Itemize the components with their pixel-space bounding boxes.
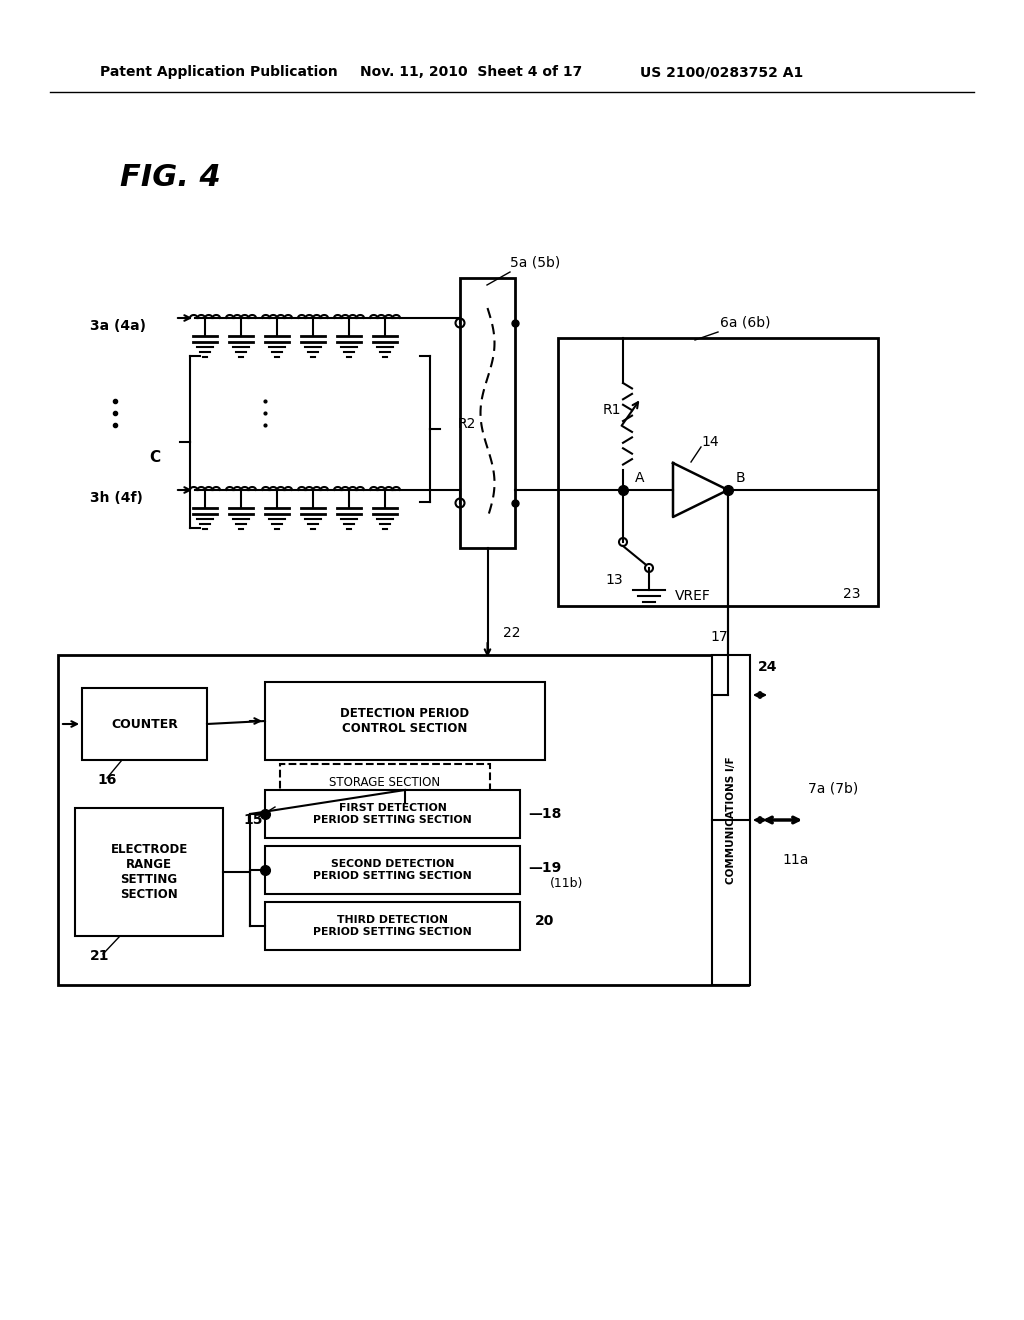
Text: FIG. 4: FIG. 4 bbox=[120, 164, 221, 193]
Text: COMMUNICATIONS I/F: COMMUNICATIONS I/F bbox=[726, 756, 736, 884]
Text: 23: 23 bbox=[843, 587, 860, 601]
Text: 20: 20 bbox=[535, 913, 554, 928]
Text: A: A bbox=[635, 471, 644, 484]
Text: (11b): (11b) bbox=[550, 878, 584, 891]
Text: Nov. 11, 2010  Sheet 4 of 17: Nov. 11, 2010 Sheet 4 of 17 bbox=[360, 65, 583, 79]
Bar bbox=[75, 808, 223, 936]
Text: 6a (6b): 6a (6b) bbox=[720, 315, 770, 329]
Bar bbox=[265, 902, 520, 950]
Text: FIRST DETECTION
PERIOD SETTING SECTION: FIRST DETECTION PERIOD SETTING SECTION bbox=[313, 803, 472, 825]
Text: 11a: 11a bbox=[782, 853, 808, 867]
Text: VREF: VREF bbox=[675, 589, 711, 603]
Text: 7a (7b): 7a (7b) bbox=[808, 781, 858, 795]
Bar bbox=[265, 682, 545, 760]
Text: 14: 14 bbox=[701, 436, 719, 449]
Text: 22: 22 bbox=[503, 626, 520, 640]
Bar bbox=[460, 279, 515, 548]
Bar bbox=[712, 655, 750, 985]
Bar bbox=[558, 338, 878, 606]
Text: 24: 24 bbox=[758, 660, 777, 675]
Text: —19: —19 bbox=[528, 861, 561, 875]
Bar bbox=[58, 655, 748, 985]
Text: 3h (4f): 3h (4f) bbox=[90, 491, 143, 506]
Bar bbox=[82, 688, 207, 760]
Bar bbox=[280, 764, 490, 803]
Text: THIRD DETECTION
PERIOD SETTING SECTION: THIRD DETECTION PERIOD SETTING SECTION bbox=[313, 915, 472, 937]
Text: 13: 13 bbox=[605, 573, 623, 587]
Text: R1: R1 bbox=[603, 403, 622, 417]
Text: R2: R2 bbox=[458, 417, 476, 432]
Bar bbox=[265, 789, 520, 838]
Text: ELECTRODE
RANGE
SETTING
SECTION: ELECTRODE RANGE SETTING SECTION bbox=[111, 843, 187, 902]
Text: 5a (5b): 5a (5b) bbox=[510, 255, 560, 269]
Bar bbox=[265, 846, 520, 894]
Text: 3a (4a): 3a (4a) bbox=[90, 319, 146, 333]
Text: COUNTER: COUNTER bbox=[111, 718, 178, 730]
Text: Patent Application Publication: Patent Application Publication bbox=[100, 65, 338, 79]
Text: B: B bbox=[736, 471, 745, 484]
Text: STORAGE SECTION: STORAGE SECTION bbox=[330, 776, 440, 789]
Text: C: C bbox=[150, 450, 161, 465]
Text: SECOND DETECTION
PERIOD SETTING SECTION: SECOND DETECTION PERIOD SETTING SECTION bbox=[313, 859, 472, 880]
Text: —18: —18 bbox=[528, 807, 561, 821]
Text: 16: 16 bbox=[97, 774, 117, 787]
Text: 21: 21 bbox=[90, 949, 110, 964]
Text: US 2100/0283752 A1: US 2100/0283752 A1 bbox=[640, 65, 803, 79]
Text: DETECTION PERIOD
CONTROL SECTION: DETECTION PERIOD CONTROL SECTION bbox=[340, 708, 470, 735]
Text: 17: 17 bbox=[710, 630, 728, 644]
Text: 15: 15 bbox=[243, 813, 262, 828]
